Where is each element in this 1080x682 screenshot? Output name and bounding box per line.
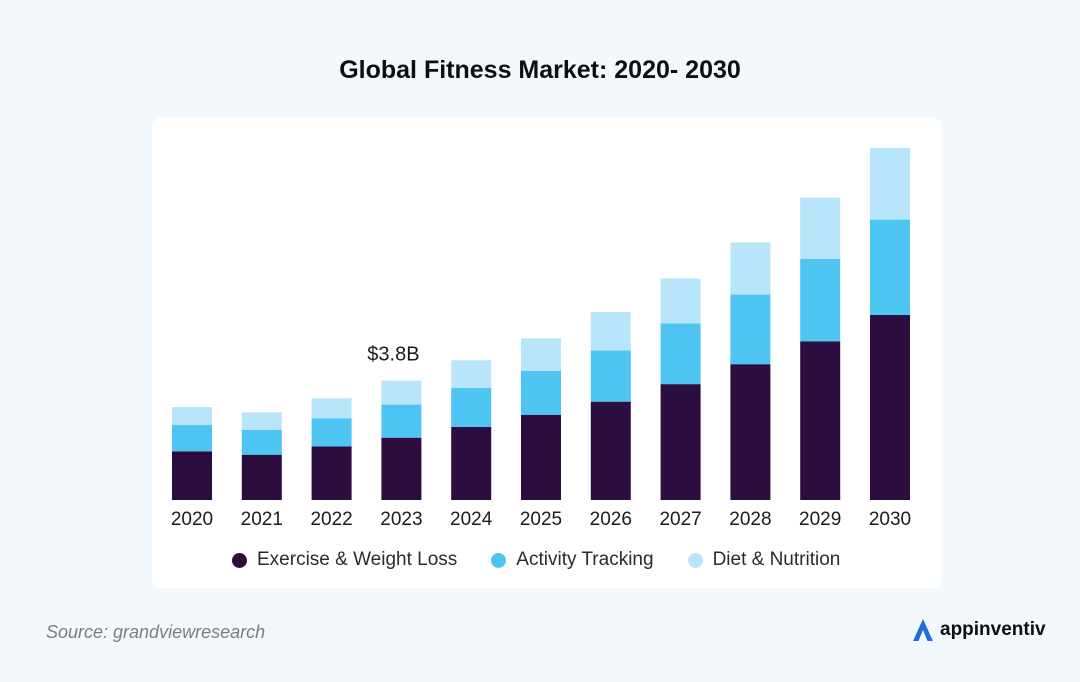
bar-2022-series-0: [311, 446, 352, 500]
bar-2029-series-2: [800, 197, 841, 260]
brand-name: appinventiv: [940, 619, 1046, 640]
x-tick-label-2022: 2022: [310, 509, 352, 530]
source-note: Source: grandviewresearch: [46, 622, 266, 642]
bar-2020-series-1: [172, 425, 212, 452]
x-tick-label-2020: 2020: [171, 509, 213, 530]
x-tick-label-2028: 2028: [729, 509, 771, 530]
bar-2028-series-2: [730, 242, 771, 295]
bar-2026-series-1: [590, 350, 631, 402]
bar-2026-series-0: [590, 401, 631, 500]
x-tick-label-2023: 2023: [380, 509, 422, 530]
bar-2021-series-0: [241, 454, 282, 500]
bar-2024-series-0: [451, 426, 492, 500]
bar-2028-series-0: [730, 364, 771, 500]
bar-2029-series-1: [800, 259, 841, 342]
bar-2021-series-1: [241, 429, 282, 455]
chart-title: Global Fitness Market: 2020- 2030: [339, 56, 741, 84]
legend-item-diet: Diet & Nutrition: [687, 549, 841, 571]
bar-2025-series-1: [521, 370, 561, 415]
bar-2030-series-1: [870, 219, 910, 315]
annotation-label-2023: $3.8B: [367, 344, 419, 366]
legend-label-diet: Diet & Nutrition: [712, 549, 841, 570]
bar-2020-series-2: [172, 407, 212, 426]
bar-2023-series-0: [381, 437, 422, 500]
x-tick-label-2026: 2026: [590, 509, 632, 530]
bar-2022-series-2: [311, 398, 352, 419]
bar-2021-series-2: [241, 412, 282, 430]
x-tick-label-2021: 2021: [241, 509, 283, 530]
bar-2024-series-1: [451, 388, 492, 427]
brand-a-icon: [913, 619, 933, 641]
legend-swatch-activity: [491, 552, 507, 568]
x-tick-label-2029: 2029: [799, 509, 841, 530]
bar-2025-series-0: [521, 414, 561, 500]
bar-2029-series-0: [800, 341, 841, 500]
bar-2027-series-2: [660, 278, 701, 324]
bar-2023-series-2: [381, 380, 422, 405]
bar-2022-series-1: [311, 418, 352, 447]
bar-2024-series-2: [451, 360, 492, 389]
bar-2028-series-1: [730, 294, 771, 365]
legend-item-exercise: Exercise & Weight Loss: [232, 549, 457, 571]
legend-item-activity: Activity Tracking: [491, 549, 654, 571]
bar-2023-series-1: [381, 404, 422, 438]
x-tick-label-2030: 2030: [869, 509, 911, 530]
legend-swatch-diet: [687, 552, 703, 568]
bar-2027-series-0: [660, 384, 701, 500]
bar-2020-series-0: [172, 451, 212, 500]
x-tick-label-2024: 2024: [450, 509, 493, 530]
x-tick-label-2027: 2027: [659, 509, 701, 530]
legend-swatch-exercise: [232, 552, 247, 568]
brand-logo: appinventiv: [912, 618, 1046, 642]
chart-legend: Exercise & Weight Loss Activity Tracking…: [232, 549, 840, 571]
bar-2026-series-2: [590, 312, 631, 351]
legend-label-activity: Activity Tracking: [516, 549, 654, 570]
bar-2027-series-1: [660, 323, 701, 385]
x-tick-label-2025: 2025: [520, 509, 562, 530]
bar-2030-series-0: [870, 315, 910, 500]
legend-label-exercise: Exercise & Weight Loss: [257, 549, 458, 570]
bar-2025-series-2: [521, 338, 561, 371]
bar-2030-series-2: [870, 148, 910, 220]
